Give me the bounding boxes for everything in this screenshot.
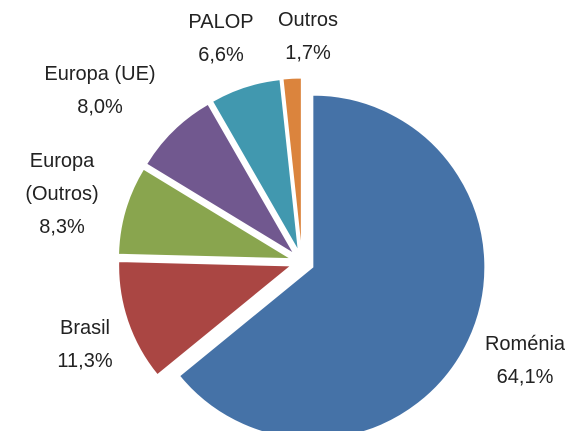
pie-slice <box>282 77 302 251</box>
value-label: 1,7% <box>285 42 331 64</box>
category-label: Brasil <box>59 317 110 339</box>
category-label: Roménia <box>484 333 566 355</box>
value-label: 6,6% <box>198 44 244 66</box>
category-label: Europa (UE) <box>44 63 156 85</box>
slice-label: Europa (UE) 8,0% <box>30 58 170 124</box>
pie-slice <box>145 103 295 254</box>
value-label: 64,1% <box>496 366 554 388</box>
pie-slice <box>211 79 299 251</box>
pie-slice <box>178 94 486 431</box>
value-label: 8,3% <box>39 216 85 238</box>
slice-label: Brasil 11,3% <box>25 312 145 378</box>
value-label: 8,0% <box>77 96 123 118</box>
category-label: PALOP <box>188 11 254 33</box>
category-label: Outros <box>277 9 339 31</box>
value-label: 11,3% <box>57 350 113 372</box>
pie-slice <box>118 261 293 376</box>
slice-label: Europa (Outros) 8,3% <box>12 145 112 244</box>
slice-label: Roménia 64,1% <box>465 328 582 394</box>
pie-slice <box>118 168 293 260</box>
category-label: Europa (Outros) <box>25 150 99 205</box>
slice-label: Outros 1,7% <box>268 4 348 70</box>
slice-label: PALOP 6,6% <box>181 6 261 72</box>
